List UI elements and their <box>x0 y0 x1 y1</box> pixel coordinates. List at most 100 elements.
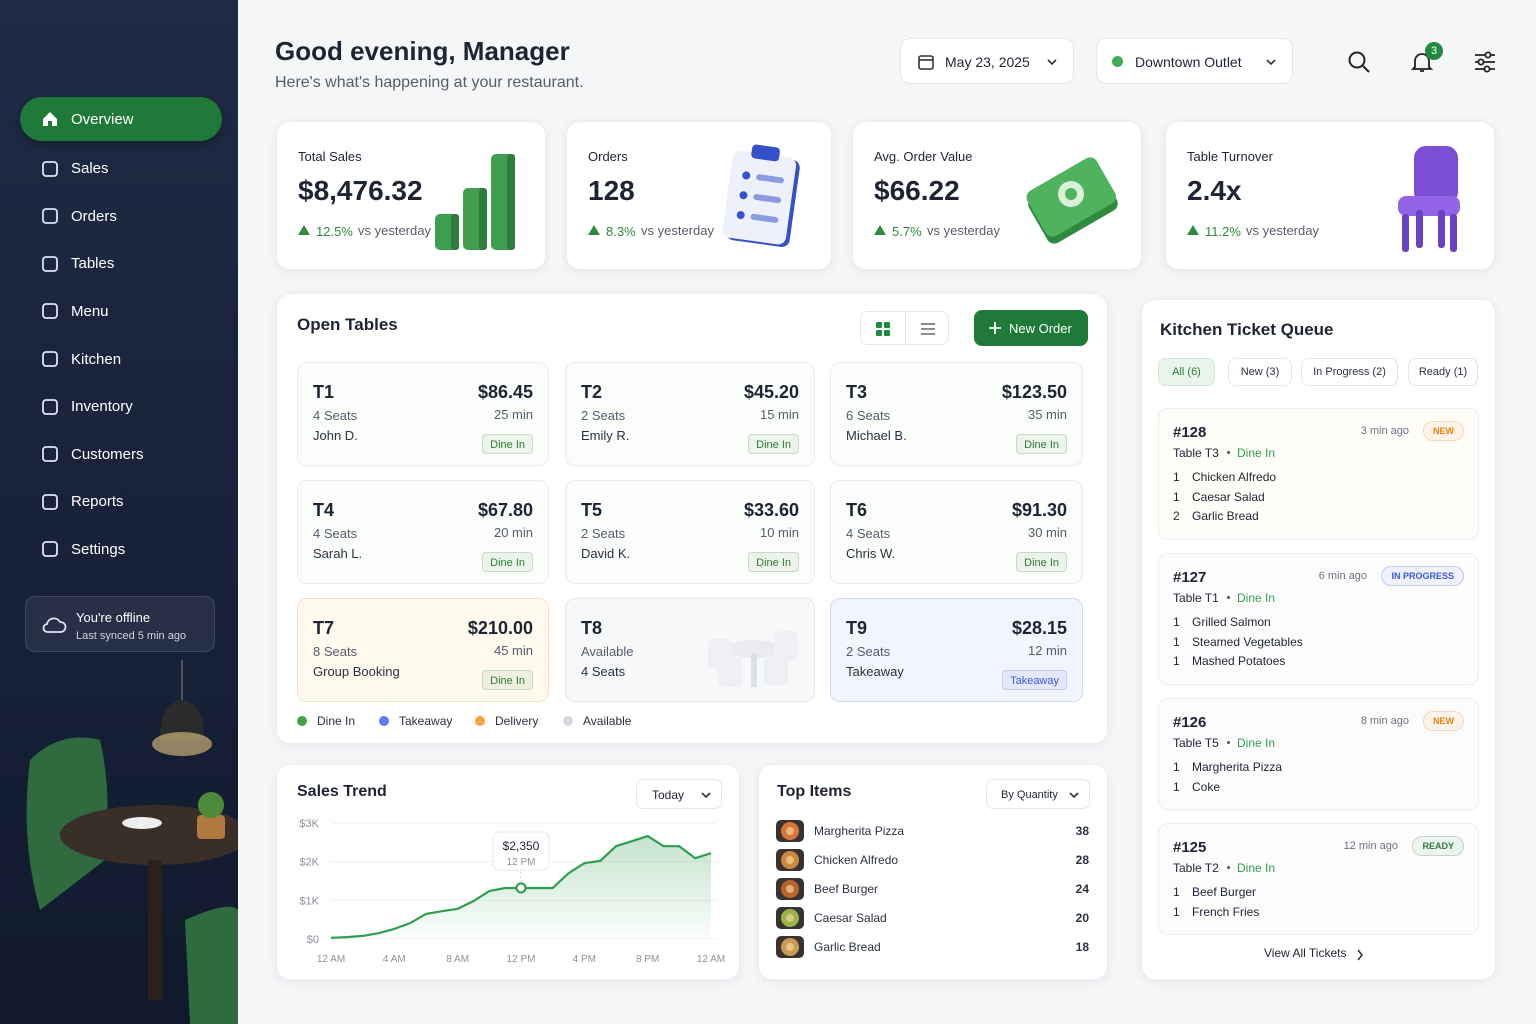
icon-shape <box>786 827 794 835</box>
icon-shape <box>1416 210 1423 248</box>
table-card[interactable]: T7 8 Seats Group Booking $210.00 45 min Dine … <box>297 598 549 702</box>
item-quantity: 38 <box>1075 824 1089 838</box>
y-tick-label: $1K <box>299 895 319 907</box>
icon-shape <box>42 398 58 415</box>
table-detail: John D. <box>313 427 358 443</box>
nav-item[interactable]: Tables <box>20 242 222 286</box>
new-order-button[interactable]: New Order <box>974 310 1088 346</box>
outlet-picker[interactable]: Downtown Outlet <box>1096 38 1293 84</box>
nav-item[interactable]: Reports <box>20 480 222 524</box>
item-name: Beef Burger <box>814 882 879 896</box>
x-tick-label: 12 AM <box>317 954 345 965</box>
item-qty: 1 <box>1173 760 1180 774</box>
nav-item[interactable]: Menu <box>20 289 222 333</box>
item-qty: 1 <box>1173 634 1180 649</box>
table-detail: David K. <box>581 545 631 561</box>
page-subtitle: Here's what's happening at your restaura… <box>275 74 584 91</box>
tooltip-box <box>492 831 550 871</box>
icon-shape <box>751 144 780 162</box>
table-badge: Dine In <box>748 434 799 454</box>
table-badge: Dine In <box>748 552 799 572</box>
grid-view-button[interactable] <box>876 322 890 336</box>
table-card[interactable]: T4 4 Seats Sarah L. $67.80 20 min Dine In <box>297 480 549 584</box>
view-all-link[interactable]: View All Tickets <box>1264 946 1347 960</box>
item-thumbnail <box>776 820 804 842</box>
table-card[interactable]: T1 4 Seats John D. $86.45 25 min Dine In <box>297 362 549 466</box>
nav-item[interactable]: Inventory <box>20 385 222 429</box>
table-time: 15 min <box>759 406 799 422</box>
legend-dot <box>563 716 573 726</box>
filter-pill[interactable]: New (3) <box>1228 358 1292 386</box>
kpi-change: 8.3% <box>606 223 636 239</box>
ticket-card[interactable]: #128 NEW 3 min ago Table T3 Dine In 1 Chicken … <box>1158 408 1479 540</box>
nav-item[interactable]: Kitchen <box>20 337 222 381</box>
table-card[interactable]: T3 6 Seats Michael B. $123.50 35 min Dine In <box>830 362 1083 466</box>
plate <box>122 817 162 829</box>
y-tick-label: $0 <box>307 934 319 946</box>
icon-shape <box>726 640 782 658</box>
illustration <box>26 660 238 1024</box>
legend-label: Dine In <box>317 714 356 728</box>
offline-title: You're offline <box>76 609 151 625</box>
empty-table-illustration <box>708 631 798 687</box>
offline-subtitle: Last synced 5 min ago <box>76 629 187 642</box>
date-picker[interactable]: May 23, 2025 <box>900 38 1074 84</box>
icon-shape <box>751 653 757 687</box>
nav-item[interactable]: Customers <box>20 432 222 476</box>
ticket-card[interactable]: #125 READY 12 min ago Table T2 Dine In 1 Beef … <box>1158 823 1479 935</box>
ticket-table: Table T1 <box>1173 591 1219 605</box>
search-button[interactable] <box>1347 50 1371 74</box>
x-tick-label: 8 AM <box>446 954 469 965</box>
notification-badge: 3 <box>1425 42 1443 60</box>
table-card[interactable]: T8 Available 4 Seats <box>565 598 815 702</box>
filter-pill[interactable]: Ready (1) <box>1408 358 1478 386</box>
nav-item[interactable]: Orders <box>20 194 222 238</box>
table-amount: $123.50 <box>1001 382 1067 402</box>
item-thumbnail <box>776 907 804 929</box>
nav-item[interactable]: Sales <box>20 147 222 191</box>
icon-shape <box>874 225 886 235</box>
table-id: T4 <box>313 500 335 520</box>
icon-shape <box>884 330 890 336</box>
nav-label: Sales <box>71 160 109 178</box>
kpi-note: vs yesterday <box>1246 223 1319 238</box>
item-name: Margherita Pizza <box>814 824 905 838</box>
kpi-card: Total Sales $8,476.32 12.5% vs yesterday <box>276 121 546 270</box>
icon-shape <box>750 213 779 223</box>
item-name: Mashed Potatoes <box>1192 654 1286 668</box>
table-card[interactable]: T9 2 Seats Takeaway $28.15 12 min Takeaway <box>830 598 1083 702</box>
list-view-button[interactable] <box>921 322 935 336</box>
table-amount: $45.20 <box>743 382 799 402</box>
icon-shape <box>42 208 58 225</box>
filter-button[interactable] <box>1473 50 1497 74</box>
sort-dropdown[interactable]: By Quantity <box>986 779 1090 809</box>
table-detail: Chris W. <box>846 545 896 561</box>
kpi-card: Avg. Order Value $66.22 5.7% vs yesterday <box>852 121 1142 270</box>
kitchen-panel: Kitchen Ticket Queue All (6) New (3) In Pro… <box>1141 299 1496 980</box>
kpi-note: vs yesterday <box>641 223 714 238</box>
table-detail: 4 Seats <box>581 663 626 679</box>
open-tables-panel: Open Tables New Order T1 4 Seats John D. $86.… <box>276 293 1108 744</box>
filter-pill[interactable]: In Progress (2) <box>1301 358 1398 386</box>
ticket-card[interactable]: #126 NEW 8 min ago Table T5 Dine In 1 Margheri… <box>1158 698 1479 810</box>
ticket-table: Table T2 <box>1173 861 1219 875</box>
kpi-value: $66.22 <box>874 175 960 206</box>
item-name: Steamed Vegetables <box>1192 634 1303 649</box>
up-arrow <box>588 225 600 235</box>
icon-shape <box>1438 210 1445 248</box>
nav-item[interactable]: Overview <box>20 97 222 141</box>
panel-title: Sales Trend <box>297 783 387 800</box>
ticket-card[interactable]: #127 IN PROGRESS 6 min ago Table T1 Dine In 1… <box>1158 553 1479 685</box>
table-card[interactable]: T6 4 Seats Chris W. $91.30 30 min Dine In <box>830 480 1083 584</box>
nav-icon <box>43 112 57 126</box>
filter-pill[interactable]: All (6) <box>1158 358 1215 386</box>
item-thumbnail <box>776 849 804 871</box>
table-card[interactable]: T2 2 Seats Emily R. $45.20 15 min Dine In <box>565 362 815 466</box>
range-dropdown[interactable]: Today <box>636 779 722 809</box>
nav-item[interactable]: Settings <box>20 527 222 571</box>
icon-shape <box>1348 51 1366 69</box>
kpi-note: vs yesterday <box>358 223 431 238</box>
table-badge: Takeaway <box>1002 670 1067 690</box>
table-card[interactable]: T5 2 Seats David K. $33.60 10 min Dine In <box>565 480 815 584</box>
outlet-label: Downtown Outlet <box>1135 54 1242 70</box>
